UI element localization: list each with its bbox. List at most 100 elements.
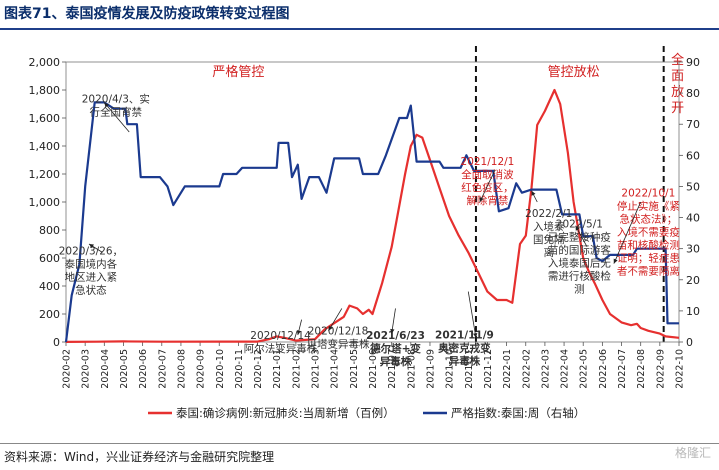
annotation-text: 入境泰 bbox=[533, 220, 565, 233]
x-tick-label: 2022-02 bbox=[521, 349, 532, 389]
annotation-text: 急状态法》； bbox=[619, 212, 677, 225]
annotation-text: 2021/6/23 bbox=[366, 330, 425, 342]
source-note: 资料来源：Wind，兴业证券经济与金融研究院整理 bbox=[4, 450, 275, 464]
phase-label-open-char: 全 bbox=[671, 52, 684, 68]
x-tick-label: 2020-10 bbox=[215, 349, 226, 389]
annotation-text: 者不需要隔离 bbox=[617, 264, 680, 277]
annotation-text: 2021/11/9 bbox=[435, 330, 494, 342]
annotation-text: 入境泰国后无 bbox=[548, 256, 611, 269]
plot-frame bbox=[65, 61, 680, 343]
annotation-text: 2020/12/18 bbox=[308, 326, 369, 338]
title-divider bbox=[0, 28, 719, 30]
y-left-tick-label: 400 bbox=[39, 280, 60, 293]
y-right-tick-label: 30 bbox=[686, 243, 700, 256]
annotation-text: 苗的国际游客 bbox=[548, 243, 611, 256]
legend-label-stringency: 严格指数:泰国:周（右轴） bbox=[451, 406, 585, 420]
x-tick-label: 2020-06 bbox=[138, 349, 149, 389]
annotation-text: 解除宵禁 bbox=[466, 194, 508, 207]
annotation-arrowhead bbox=[296, 330, 301, 335]
annotation-text: 入境不需要疫 bbox=[617, 225, 680, 238]
x-tick-label: 2022-03 bbox=[540, 349, 551, 389]
x-tick-label: 2021-11 bbox=[464, 349, 475, 389]
annotation-text: 证明；轻症患 bbox=[617, 251, 680, 264]
x-tick-label: 2020-08 bbox=[176, 349, 187, 389]
annotation-arrowhead bbox=[88, 244, 94, 249]
x-tick-label: 2021-08 bbox=[406, 349, 417, 389]
legend-label-confirmed: 泰国:确诊病例:新冠肺炎:当周新增（百例） bbox=[176, 406, 395, 420]
annotation-text: 2020/4/3、实 bbox=[82, 92, 150, 105]
confirmed-cases-line bbox=[65, 88, 680, 343]
y-right-tick-label: 60 bbox=[686, 149, 700, 162]
y-left-tick-label: 1,400 bbox=[29, 140, 61, 153]
annotation-text: 德尔塔+变 bbox=[369, 342, 421, 355]
annotation-text: 停止实施《紧 bbox=[617, 199, 680, 212]
annotation-text: 2020/3/26， bbox=[59, 246, 123, 258]
annotation-text: 奥密克戎变 bbox=[438, 342, 491, 355]
annotation-text: 2022/5/1 bbox=[556, 218, 603, 230]
annotation-text: 苗和核酸检测 bbox=[617, 238, 680, 251]
y-left-tick-label: 2,000 bbox=[29, 56, 61, 69]
x-tick-label: 2021-01 bbox=[272, 349, 283, 389]
annotation-leader bbox=[479, 169, 496, 203]
legend: 泰国:确诊病例:新冠肺炎:当周新增（百例） 严格指数:泰国:周（右轴） bbox=[148, 406, 585, 420]
stringency-index-line bbox=[64, 101, 679, 343]
y-left-tick-label: 1,600 bbox=[29, 112, 61, 125]
x-tick-label: 2021-09 bbox=[425, 349, 436, 389]
x-tick-label: 2020-04 bbox=[100, 349, 111, 389]
annotation-text: 红色疫区， bbox=[461, 181, 514, 194]
x-tick-label: 2021-07 bbox=[387, 349, 398, 389]
annotation-arrowhead bbox=[390, 328, 395, 334]
y-right-tick-label: 80 bbox=[686, 87, 700, 100]
x-tick-label: 2022-07 bbox=[617, 349, 628, 389]
annotation-text: 异毒株 bbox=[449, 355, 481, 368]
phase-label-open-char: 放 bbox=[671, 85, 684, 100]
phase-label-strict: 严格管控 bbox=[212, 64, 264, 80]
x-tick-label: 2022-04 bbox=[560, 349, 571, 389]
y-right-tick-label: 0 bbox=[686, 336, 693, 349]
annotation-text: 急状态 bbox=[75, 284, 107, 297]
x-tick-label: 2021-06 bbox=[368, 349, 379, 389]
y-left-tick-label: 1,800 bbox=[29, 84, 61, 97]
annotation-text: 行全国宵禁 bbox=[90, 105, 143, 118]
y-left-tick-label: 1,000 bbox=[29, 196, 61, 209]
series-layer bbox=[64, 88, 680, 343]
y-right-tick-label: 40 bbox=[686, 212, 700, 225]
phase-label-relaxed: 管控放松 bbox=[548, 65, 600, 80]
x-tick-label: 2021-05 bbox=[349, 349, 360, 389]
annotation-leader bbox=[467, 291, 477, 338]
x-tick-label: 2022-09 bbox=[655, 349, 666, 389]
annotation-arrowhead bbox=[473, 333, 478, 338]
annotation-arrowhead bbox=[575, 225, 580, 231]
annotation-arrowhead bbox=[104, 102, 109, 108]
x-tick-label: 2020-12 bbox=[253, 349, 264, 389]
annotation-leader bbox=[613, 201, 642, 264]
x-tick-label: 2021-03 bbox=[311, 349, 322, 389]
phase-label-open-char: 开 bbox=[671, 101, 684, 116]
y-left-tick-label: 800 bbox=[39, 224, 60, 237]
watermark-logo: 格隆汇 bbox=[674, 446, 711, 460]
x-tick-label: 2020-09 bbox=[196, 349, 207, 389]
x-tick-label: 2020-02 bbox=[62, 349, 73, 389]
annotation-text: 泰国境内各 bbox=[65, 258, 118, 271]
x-tick-label: 2021-04 bbox=[330, 349, 341, 389]
figure-title: 图表71、泰国疫情发展及防疫政策转变过程图 bbox=[4, 6, 290, 22]
x-tick-label: 2020-05 bbox=[119, 349, 130, 389]
y-right-tick-label: 90 bbox=[686, 56, 700, 69]
x-tick-label: 2022-10 bbox=[675, 349, 686, 389]
annotation-text: 国免隔 bbox=[533, 233, 565, 246]
y-right-tick-label: 10 bbox=[686, 305, 700, 318]
annotation-text: 离 bbox=[543, 246, 554, 259]
x-tick-label: 2020-07 bbox=[157, 349, 168, 389]
annotation-text: 2022/10/1 bbox=[621, 187, 675, 199]
y-left-tick-label: 0 bbox=[53, 336, 60, 349]
x-tick-label: 2022-08 bbox=[636, 349, 647, 389]
x-tick-label: 2020-03 bbox=[81, 349, 92, 389]
annotation-leader bbox=[104, 102, 130, 133]
annotation-text: 需进行核酸检 bbox=[548, 269, 611, 282]
annotation-arrowhead bbox=[531, 190, 536, 196]
x-tick-label: 2022-01 bbox=[502, 349, 513, 389]
annotation-text: 测 bbox=[574, 282, 585, 295]
y-right-tick-label: 50 bbox=[686, 180, 700, 193]
annotation-text: 2021/12/1 bbox=[461, 156, 515, 168]
